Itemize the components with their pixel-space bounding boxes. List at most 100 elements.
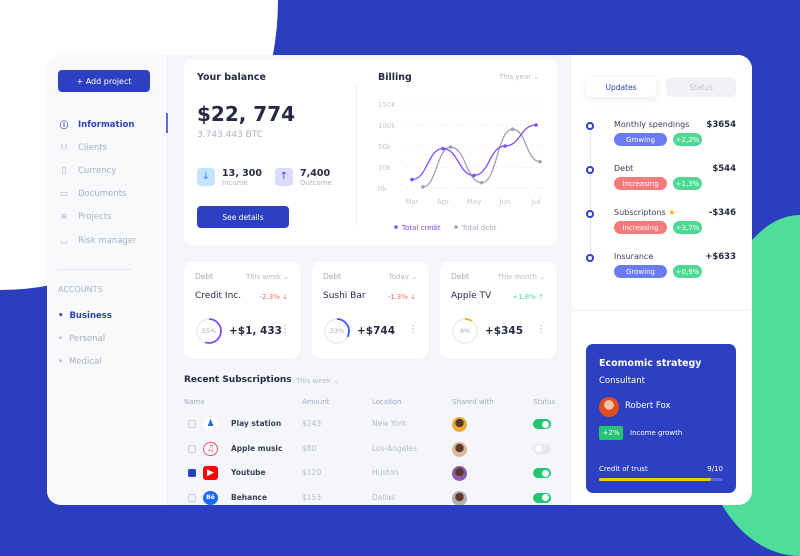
subscription-name: Apple music (231, 443, 283, 453)
status-toggle[interactable] (533, 419, 551, 429)
y-tick-label: 150k (378, 101, 396, 109)
change-badge: +0,9% (673, 265, 702, 278)
sidebar-item-label: Risk manager (78, 235, 137, 246)
accounts-title: ACCOUNTS (58, 285, 103, 294)
file-icon: ▯ (61, 165, 67, 176)
sidebar-nav: ⓘ Information ⚇ Clients ▯ Currency ▭ Documents ≋… (58, 113, 137, 252)
account-personal[interactable]: Personal (58, 327, 112, 350)
sidebar-item-label: Projects (78, 212, 112, 223)
row-checkbox[interactable] (188, 493, 196, 502)
avatar (452, 441, 467, 457)
debt-period-dropdown[interactable]: This week ⌄ (246, 273, 289, 281)
series-line (411, 124, 537, 181)
debt-card: Debt This month ⌄ Apple TV +1.8% ↑ 9% +$… (440, 262, 556, 358)
data-point (410, 177, 414, 182)
status-toggle[interactable] (533, 468, 551, 478)
debt-name: Credit Inc. (195, 291, 242, 301)
trust-progress-bar (599, 478, 723, 481)
x-tick-label: Apr (437, 198, 449, 206)
tab-status[interactable]: Status (666, 77, 736, 97)
youtube-icon: ▶ (203, 466, 218, 480)
series-line (422, 128, 541, 188)
debt-period-dropdown[interactable]: This month ⌄ (498, 273, 545, 281)
subscription-location: Huston (372, 468, 399, 477)
timeline-dot-icon (586, 166, 594, 174)
more-icon[interactable]: ⋮ (280, 324, 290, 335)
row-checkbox[interactable] (188, 469, 196, 477)
outcome-value: 7,400 (300, 168, 331, 179)
timeline-dot-icon (586, 210, 594, 218)
sidebar-item-information[interactable]: ⓘ Information (58, 113, 137, 136)
billing-period-dropdown[interactable]: This year ⌄ (499, 73, 539, 81)
updates-panel: Updates Status Monthly spendings $3654 G… (572, 55, 752, 505)
see-details-button[interactable]: See details (197, 206, 289, 228)
legend-marker (394, 225, 398, 229)
subscription-amount: $120 (302, 468, 322, 477)
update-title: Debt (614, 164, 633, 173)
title-text: Insurance (614, 252, 654, 261)
subscription-amount: $153 (302, 492, 322, 502)
strategy-title: Ecomomic strategy (599, 358, 702, 369)
debt-card: Debt This week ⌄ Credit Inc. -2.3% ↓ 55%… (184, 262, 300, 358)
sidebar-item-clients[interactable]: ⚇ Clients (58, 136, 137, 159)
arrow-down-icon: ↓ (197, 168, 215, 186)
account-business[interactable]: Business (58, 304, 111, 327)
avatar (452, 466, 467, 481)
debt-name: Sushi Bar (323, 291, 366, 301)
status-toggle[interactable] (533, 443, 551, 454)
debt-amount: +$345 (485, 325, 524, 337)
status-toggle[interactable] (533, 492, 551, 503)
sidebar-item-risk-manager[interactable]: ◡ Risk manager (58, 229, 137, 252)
subscriptions-title: Recent Subscriptions (184, 375, 292, 385)
consultant-name: Robert Fox (625, 401, 671, 411)
sidebar-item-label: Documents (78, 189, 127, 200)
subscription-name: Play station (231, 419, 282, 428)
account-medical[interactable]: Medical (58, 350, 112, 373)
y-tick-label: 10k (378, 164, 392, 172)
balance-title: Your balance (197, 72, 267, 83)
more-icon[interactable]: ⋮ (536, 324, 546, 335)
title-text: Subscriptons (614, 208, 666, 217)
change-value: +1.8% (512, 293, 536, 301)
user-check-icon: ⚇ (60, 142, 68, 153)
debt-change: -2.3% ↓ (260, 293, 288, 301)
balance-amount: $22, 774 (197, 102, 296, 126)
subscription-name: Youtube (231, 468, 266, 477)
data-point (421, 185, 425, 189)
growth-badge: +2% (599, 426, 623, 440)
data-point (538, 159, 542, 164)
income-label: Income (222, 179, 248, 187)
progress-label: 33% (329, 327, 345, 335)
sidebar-item-projects[interactable]: ≋ Projects (58, 206, 137, 229)
sidebar-item-label: Clients (78, 142, 108, 153)
status-badge: Growing (614, 133, 667, 146)
progress-label: 9% (459, 327, 471, 335)
update-value: $544 (712, 164, 736, 174)
add-project-button[interactable]: + Add project (58, 70, 150, 92)
folder-icon: ▭ (59, 189, 69, 200)
sidebar-item-label: Currency (78, 165, 117, 176)
balance-card: Your balance $22, 774 3.743.443 BTC ↓ 13… (184, 60, 557, 245)
row-checkbox[interactable] (188, 444, 196, 453)
sidebar-item-currency[interactable]: ▯ Currency (58, 159, 137, 182)
billing-title: Billing (378, 72, 412, 83)
row-checkbox[interactable] (188, 420, 196, 428)
x-tick-label: Jul (531, 198, 541, 206)
sidebar-item-documents[interactable]: ▭ Documents (58, 183, 137, 206)
tab-updates[interactable]: Updates (586, 77, 656, 97)
update-title: Subscriptons ★ (614, 208, 675, 217)
subscriptions-period-dropdown[interactable]: This week ⌄ (296, 377, 339, 385)
debt-amount: +$1, 433 (229, 325, 282, 337)
y-tick-label: 50k (378, 143, 392, 151)
more-icon[interactable]: ⋮ (408, 324, 418, 335)
update-value: $3654 (706, 120, 736, 130)
info-icon: ⓘ (59, 120, 69, 131)
x-tick-label: Jun (499, 198, 511, 206)
x-tick-label: Mar (405, 198, 418, 206)
data-point (441, 146, 445, 151)
apple-music-icon: ♫ (203, 441, 218, 456)
debt-period-dropdown[interactable]: Today ⌄ (389, 273, 417, 281)
income-value: 13, 300 (222, 168, 262, 179)
change-badge: +3,7% (673, 221, 702, 234)
status-badge: Increasing (614, 221, 667, 234)
